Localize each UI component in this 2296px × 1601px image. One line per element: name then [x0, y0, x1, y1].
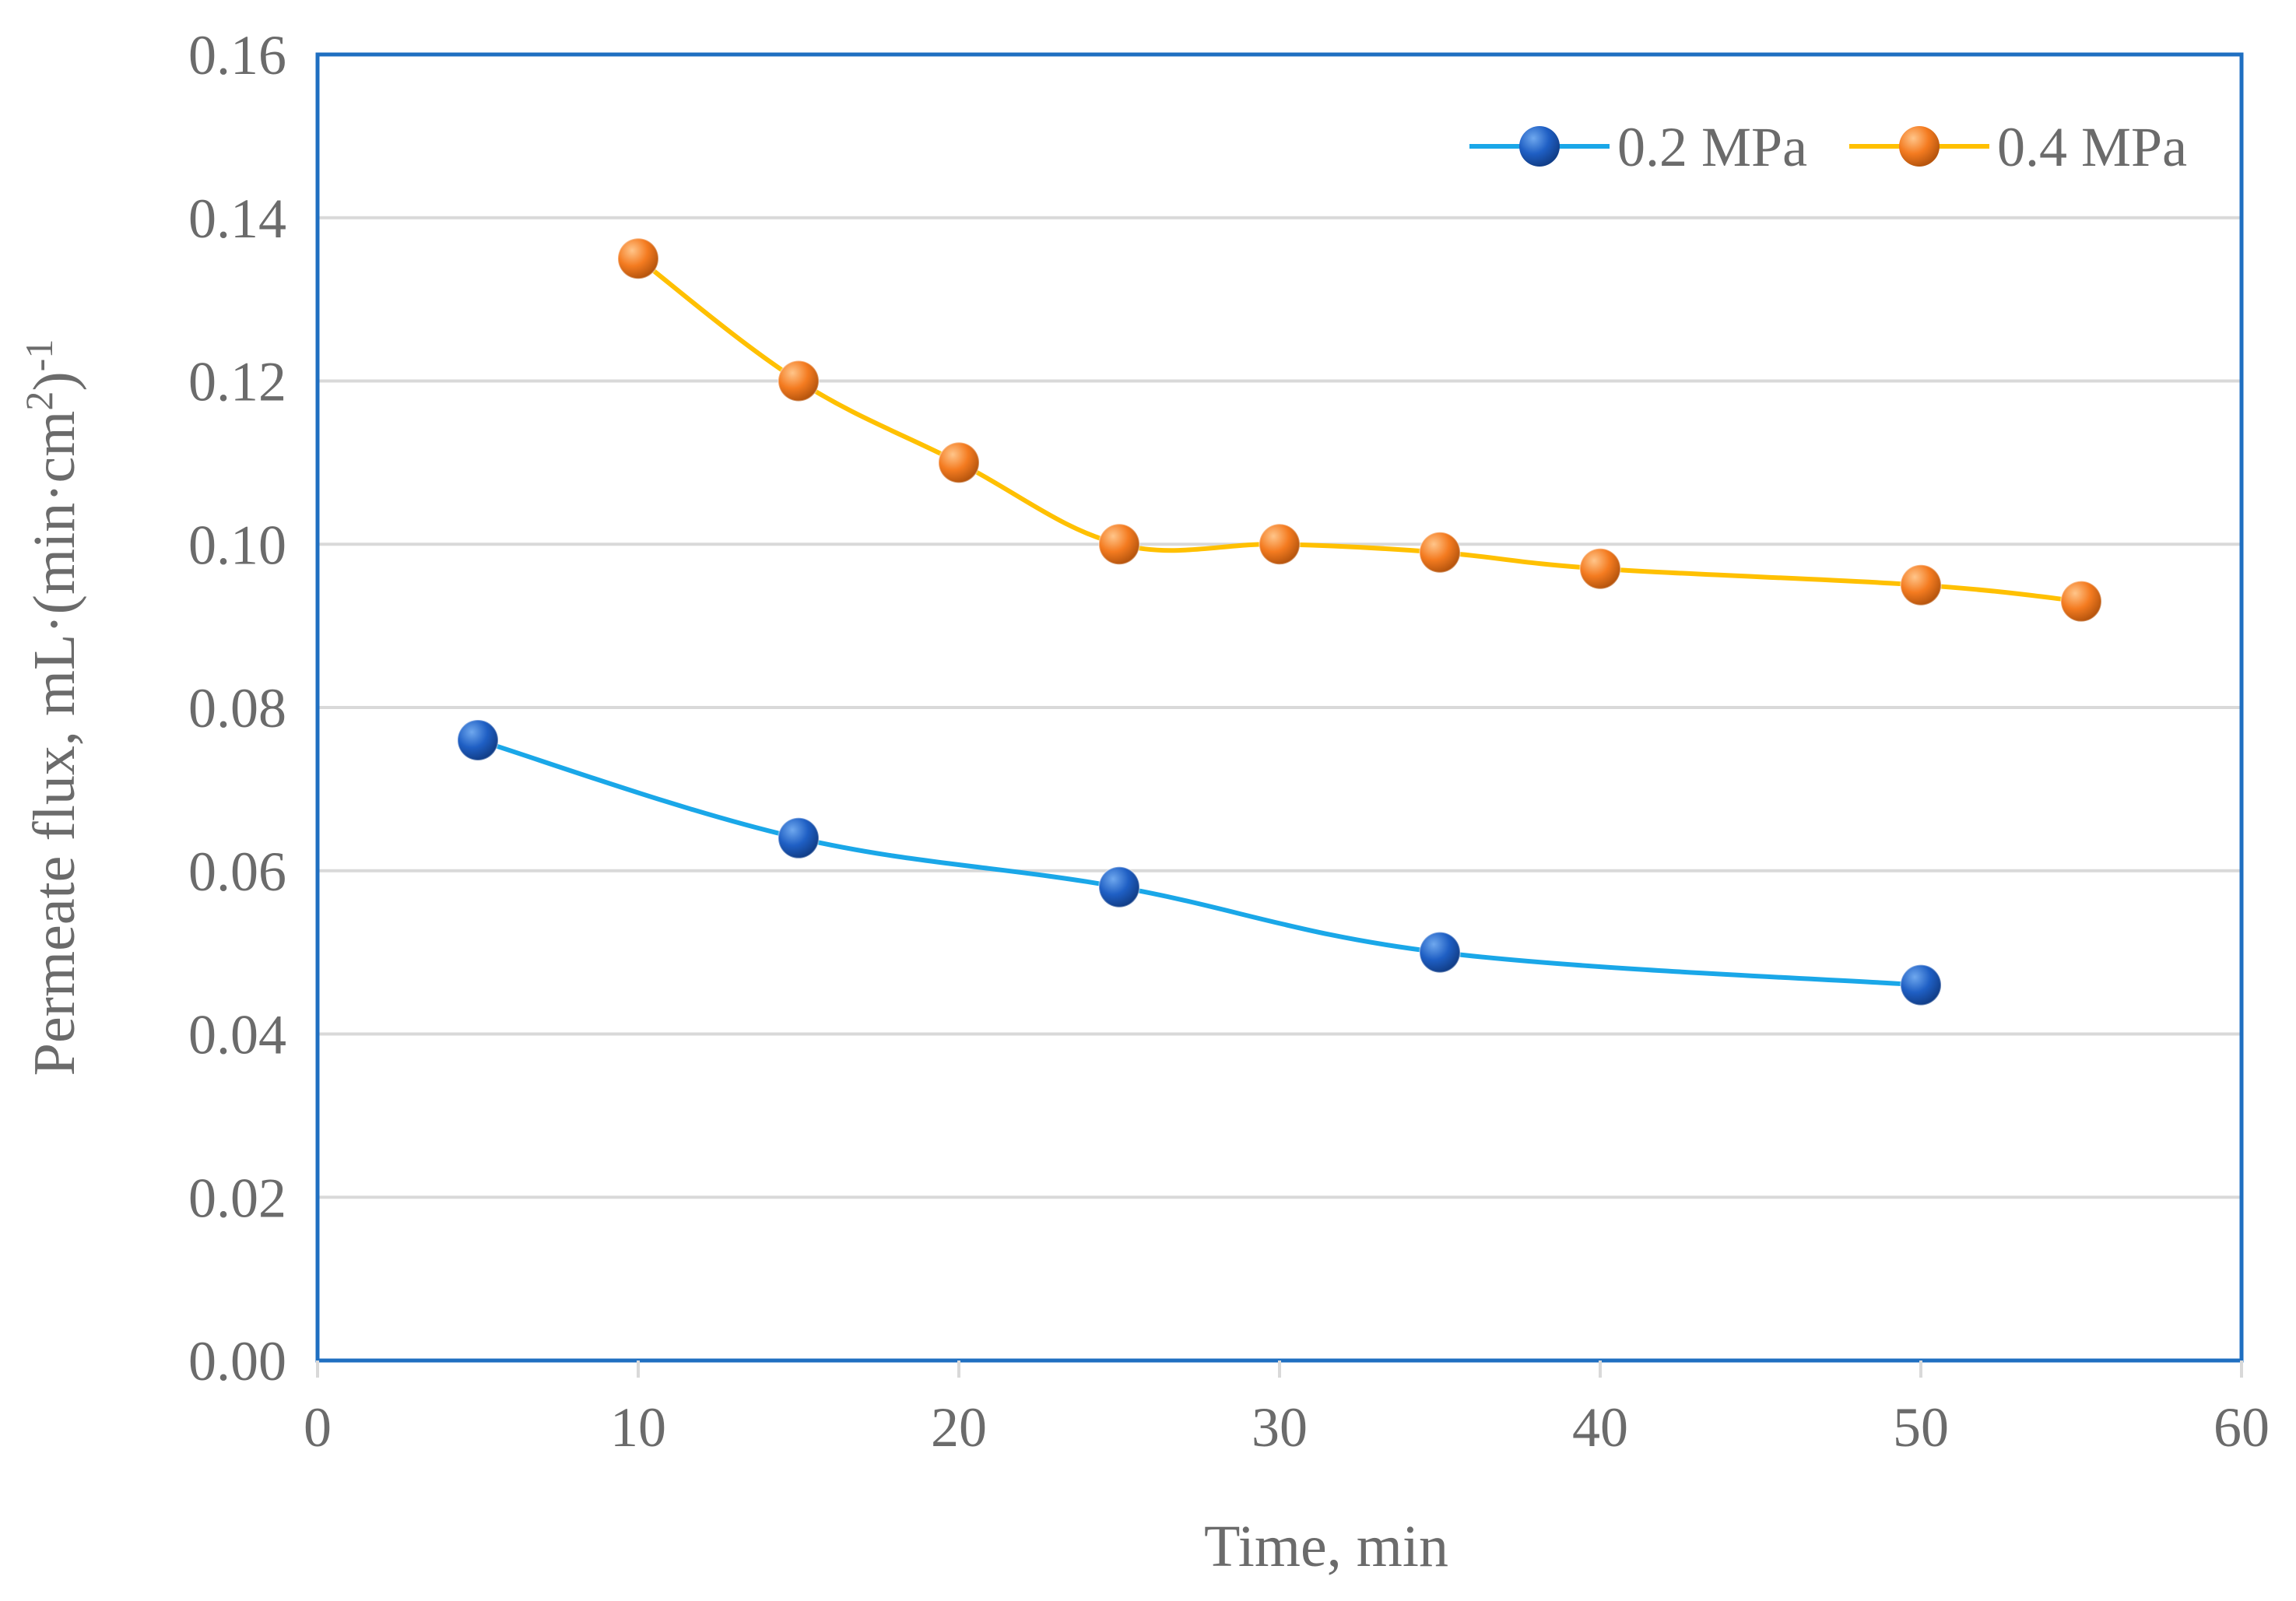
legend: 0.2 MPa 0.4 MPa — [1469, 116, 2187, 178]
legend-label: 0.2 MPa — [1617, 116, 1807, 178]
y-tick-label: 0.02 — [188, 1167, 286, 1229]
series-1 — [457, 718, 1942, 1006]
data-point — [1419, 931, 1461, 974]
series-line — [477, 738, 1922, 988]
y-tick-label: 0.08 — [188, 677, 286, 739]
data-point — [1579, 547, 1621, 590]
x-axis-ticks: 0 10 20 30 40 50 60 — [304, 1360, 2270, 1459]
x-tick-label: 50 — [1893, 1396, 1949, 1459]
legend-marker — [1899, 126, 1940, 167]
y-tick-label: 0.06 — [188, 841, 286, 903]
y-tick-label: 0.00 — [188, 1330, 286, 1392]
data-point — [1098, 523, 1140, 566]
y-axis-title-sup-2: -1 — [17, 339, 61, 372]
y-axis-title-sup-1: 2 — [17, 391, 61, 411]
legend-item-2: 0.4 MPa — [1849, 116, 2187, 178]
y-axis-title: Permeate flux, mL·(min·cm2)-1 — [17, 339, 87, 1076]
x-axis-title: Time, min — [1204, 1514, 1448, 1579]
legend-label: 0.4 MPa — [1997, 116, 2187, 178]
legend-marker — [1519, 126, 1560, 167]
y-tick-label: 0.12 — [188, 351, 286, 413]
data-point — [778, 360, 820, 402]
data-point — [457, 718, 499, 761]
series-2 — [617, 237, 2102, 623]
legend-item-1: 0.2 MPa — [1469, 116, 1807, 178]
data-point — [938, 441, 980, 484]
data-point — [1900, 564, 1942, 606]
y-tick-label: 0.04 — [188, 1004, 286, 1066]
data-point — [778, 816, 820, 859]
data-point — [617, 237, 659, 280]
series-line — [637, 256, 2082, 604]
y-tick-label: 0.16 — [188, 24, 286, 86]
y-tick-label: 0.10 — [188, 514, 286, 576]
series-layer — [457, 237, 2102, 1006]
data-point — [1900, 964, 1942, 1006]
x-tick-label: 20 — [931, 1396, 987, 1459]
gridlines — [318, 216, 2242, 1199]
x-tick-label: 30 — [1252, 1396, 1308, 1459]
data-point — [1098, 865, 1140, 908]
y-axis-ticks: 0.00 0.02 0.04 0.06 0.08 0.10 0.12 0.14 0.16 — [188, 24, 286, 1392]
data-point — [1259, 523, 1301, 566]
x-tick-label: 0 — [304, 1396, 332, 1459]
x-tick-label: 10 — [610, 1396, 666, 1459]
y-tick-label: 0.14 — [188, 188, 286, 250]
data-point — [1419, 531, 1461, 574]
y-axis-title-main: Permeate flux, mL·(min·cm — [22, 411, 87, 1076]
data-point — [2060, 580, 2102, 623]
y-axis-title-mid: ) — [22, 371, 87, 391]
x-tick-label: 60 — [2213, 1396, 2270, 1459]
x-tick-label: 40 — [1572, 1396, 1628, 1459]
